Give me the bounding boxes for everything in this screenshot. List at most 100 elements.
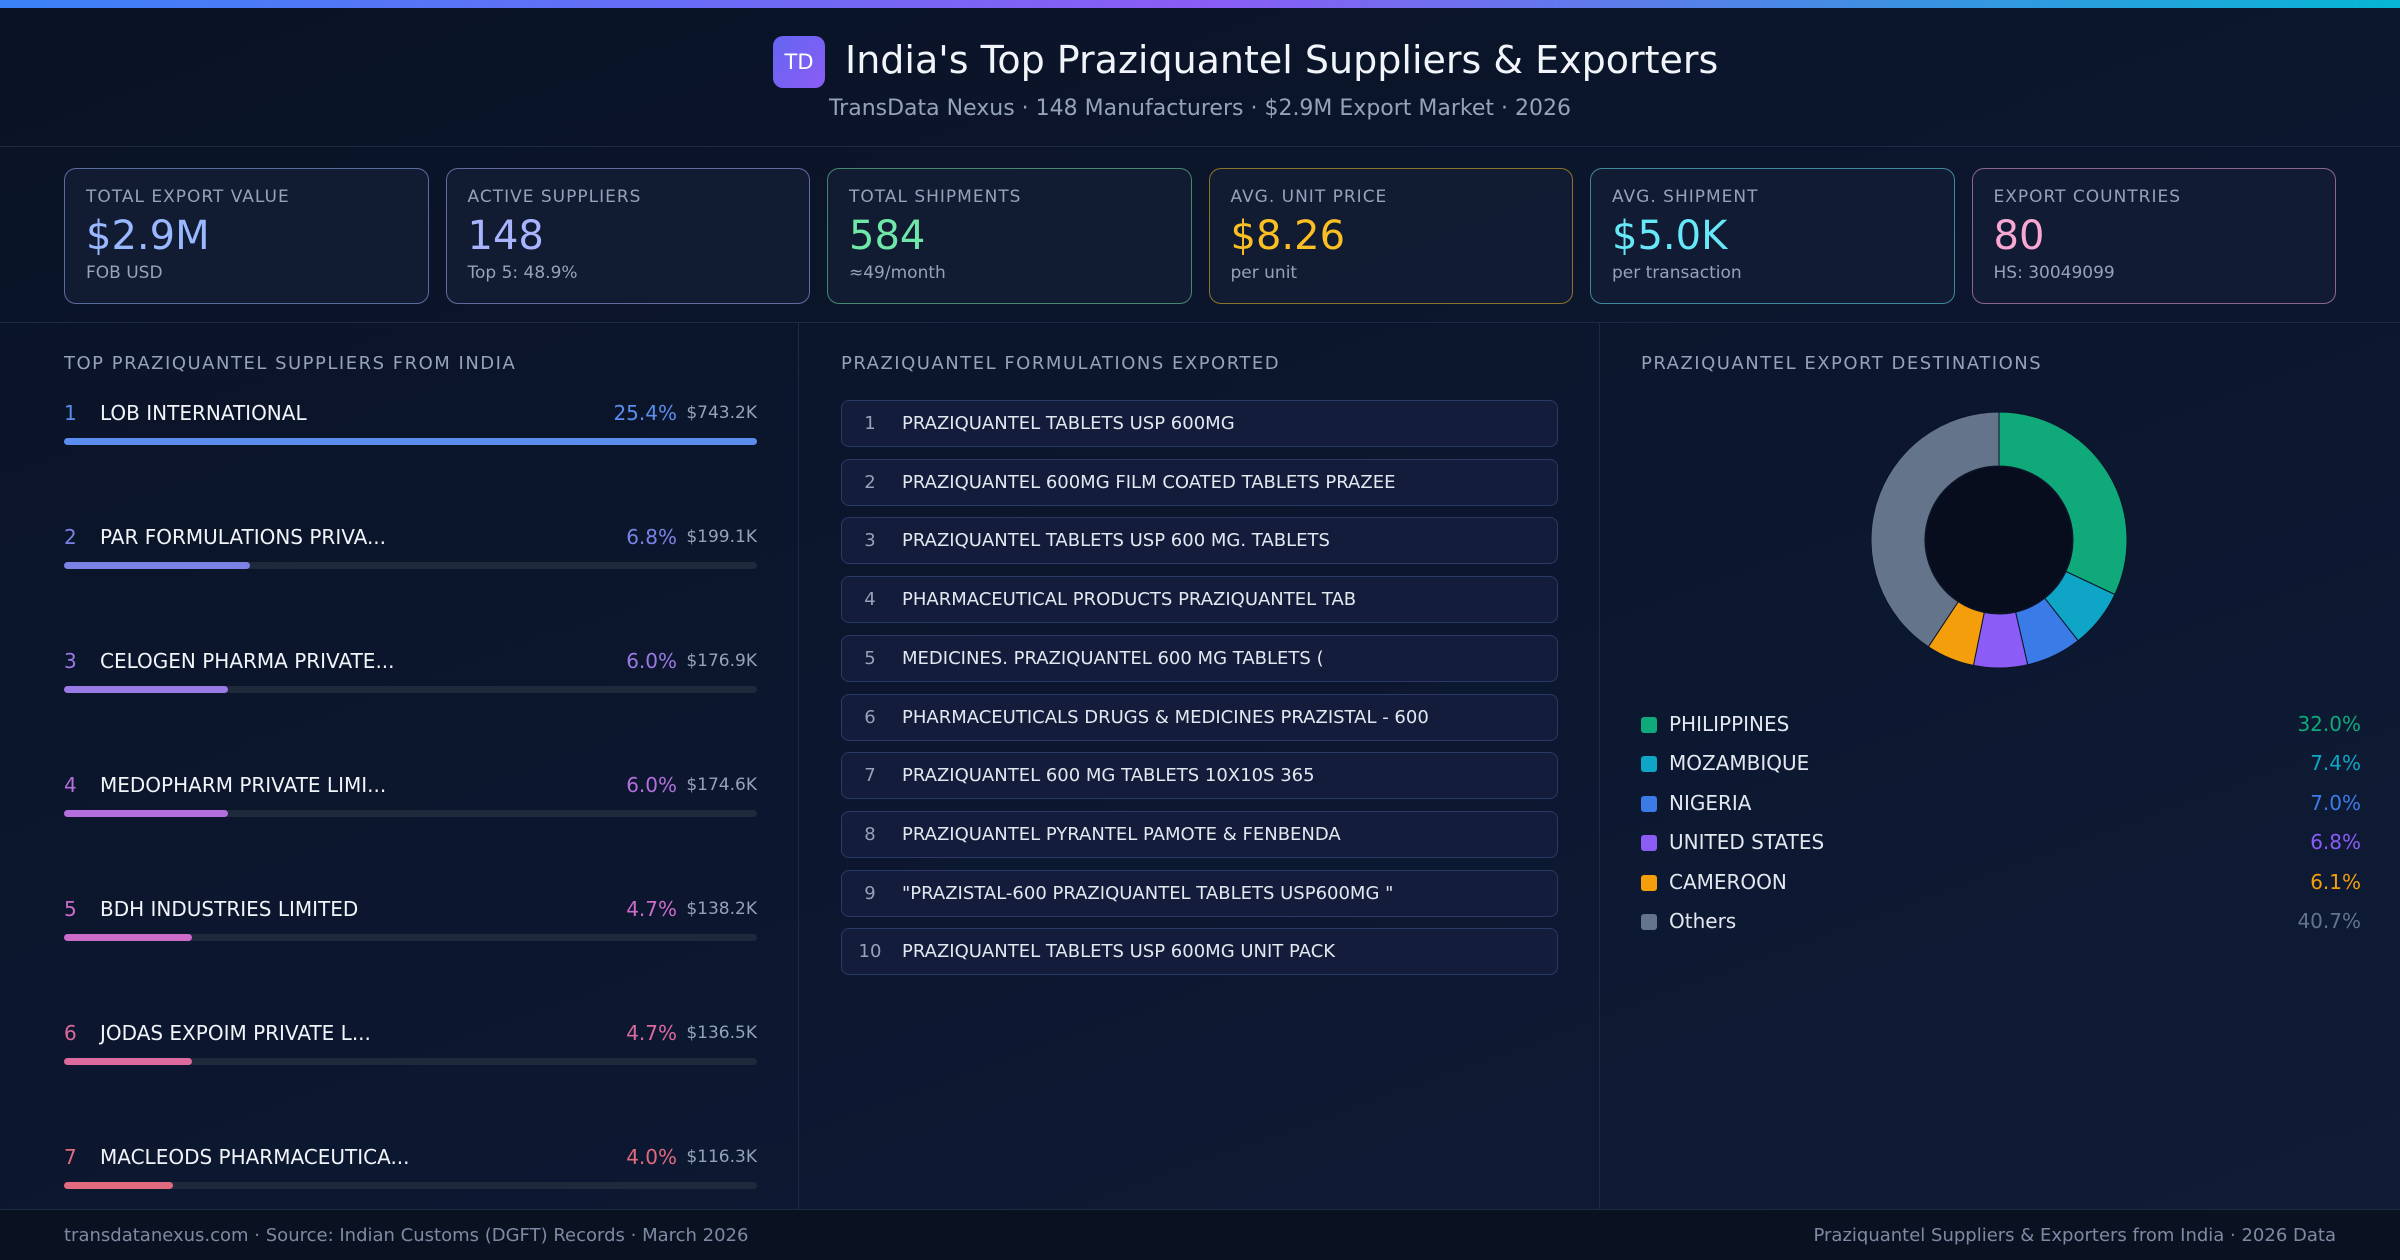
kpi-card: ACTIVE SUPPLIERS 148 Top 5: 48.9% — [445, 168, 810, 304]
legend-name: CAMEROON — [1669, 869, 1787, 894]
kpi-note: ≈49/month — [849, 263, 946, 283]
formulation-item: 2 PRAZIQUANTEL 600MG FILM COATED TABLETS … — [841, 458, 1558, 506]
kpi-label: TOTAL SHIPMENTS — [849, 187, 1022, 207]
formulation-name: PHARMACEUTICALS DRUGS & MEDICINES PRAZIS… — [902, 706, 1429, 728]
kpi-value: 584 — [849, 213, 926, 259]
legend-value: 7.0% — [2310, 790, 2361, 815]
page-title: India's Top Praziquantel Suppliers & Exp… — [845, 38, 1719, 82]
supplier-name: LOB INTERNATIONAL — [100, 401, 307, 425]
bar-track — [64, 438, 757, 445]
formulation-name: PRAZIQUANTEL TABLETS USP 600MG UNIT PACK — [902, 941, 1336, 963]
rank: 4 — [864, 589, 876, 611]
rank: 2 — [64, 525, 77, 549]
export-value: $136.5K — [686, 1023, 757, 1043]
supplier-name: JODAS EXPOIM PRIVATE L... — [100, 1021, 371, 1045]
rank: 8 — [864, 823, 876, 845]
share: 6.0% — [626, 649, 677, 673]
legend-swatch — [1641, 835, 1657, 852]
rank: 6 — [864, 706, 876, 728]
supplier-name: BDH INDUSTRIES LIMITED — [100, 897, 359, 921]
bar — [64, 934, 193, 941]
kpi-card: AVG. SHIPMENT $5.0K per transaction — [1590, 168, 1955, 304]
formulation-item: 9 "PRAZISTAL-600 PRAZIQUANTEL TABLETS USP… — [841, 869, 1558, 917]
divider — [0, 322, 2400, 323]
legend-name: MOZAMBIQUE — [1669, 751, 1810, 776]
bar — [64, 810, 228, 817]
share: 4.7% — [626, 897, 677, 921]
legend-name: NIGERIA — [1669, 790, 1752, 815]
legend-row: MOZAMBIQUE 7.4% — [1641, 749, 2361, 779]
subtitle: TransData Nexus · 148 Manufacturers · $2… — [828, 96, 1572, 121]
legend-swatch — [1641, 756, 1657, 773]
footer-note: Praziquantel Suppliers & Exporters from … — [1813, 1225, 2336, 1246]
export-value: $116.3K — [686, 1147, 757, 1167]
formulation-item: 10 PRAZIQUANTEL TABLETS USP 600MG UNIT PA… — [841, 928, 1558, 976]
kpi-note: per unit — [1230, 263, 1298, 283]
legend-swatch — [1641, 874, 1657, 891]
export-value: $199.1K — [686, 527, 757, 547]
rank: 9 — [864, 882, 876, 904]
share: 6.0% — [626, 773, 677, 797]
supplier-row: 4 MEDOPHARM PRIVATE LIMI... 6.0% $174.6K — [64, 773, 757, 817]
kpi-label: ACTIVE SUPPLIERS — [467, 187, 642, 207]
bar — [64, 686, 228, 693]
supplier-row: 6 JODAS EXPOIM PRIVATE L... 4.7% $136.5K — [64, 1021, 757, 1065]
formulation-item: 7 PRAZIQUANTEL 600 MG TABLETS 10X10S 365 — [841, 752, 1558, 800]
kpi-value: 148 — [467, 213, 544, 259]
supplier-row: 7 MACLEODS PHARMACEUTICA... 4.0% $116.3K — [64, 1145, 757, 1189]
kpi-value: $2.9M — [86, 213, 210, 259]
legend-row: CAMEROON 6.1% — [1641, 868, 2361, 898]
share: 4.7% — [626, 1021, 677, 1045]
donut-chart — [1870, 411, 2128, 669]
rank: 1 — [64, 401, 77, 425]
formulation-name: PRAZIQUANTEL 600MG FILM COATED TABLETS P… — [902, 471, 1396, 493]
legend-row: NIGERIA 7.0% — [1641, 789, 2361, 819]
kpi-label: EXPORT COUNTRIES — [1993, 187, 2182, 207]
legend-value: 6.8% — [2310, 830, 2361, 855]
logo: TD — [773, 36, 825, 88]
kpi-value: 80 — [1993, 213, 2045, 259]
formulation-name: MEDICINES. PRAZIQUANTEL 600 MG TABLETS ( — [902, 647, 1324, 669]
header: TD India's Top Praziquantel Suppliers & … — [0, 8, 2400, 147]
bar — [64, 1182, 174, 1189]
supplier-row: 3 CELOGEN PHARMA PRIVATE... 6.0% $176.9K — [64, 649, 757, 693]
export-value: $176.9K — [686, 651, 757, 671]
kpi-label: AVG. UNIT PRICE — [1230, 187, 1388, 207]
rank: 3 — [864, 530, 876, 552]
legend-swatch — [1641, 795, 1657, 812]
formulation-name: PRAZIQUANTEL 600 MG TABLETS 10X10S 365 — [902, 765, 1315, 787]
supplier-row: 1 LOB INTERNATIONAL 25.4% $743.2K — [64, 401, 757, 445]
rank: 5 — [864, 647, 876, 669]
export-value: $743.2K — [686, 403, 757, 423]
legend-row: UNITED STATES 6.8% — [1641, 828, 2361, 858]
kpi-label: AVG. SHIPMENT — [1612, 187, 1759, 207]
legend-value: 40.7% — [2297, 909, 2361, 933]
export-value: $138.2K — [686, 899, 757, 919]
legend-row: PHILIPPINES 32.0% — [1641, 710, 2361, 740]
supplier-name: MEDOPHARM PRIVATE LIMI... — [100, 773, 387, 797]
bar-track — [64, 1058, 757, 1065]
rank: 7 — [64, 1145, 77, 1169]
bar-track — [64, 934, 757, 941]
rank: 4 — [64, 773, 77, 797]
legend-swatch — [1641, 914, 1657, 930]
formulation-name: PHARMACEUTICAL PRODUCTS PRAZIQUANTEL TAB — [902, 589, 1357, 611]
kpi-note: per transaction — [1612, 263, 1742, 283]
section-title: PRAZIQUANTEL FORMULATIONS EXPORTED — [841, 353, 1281, 374]
formulation-item: 4 PHARMACEUTICAL PRODUCTS PRAZIQUANTEL TA… — [841, 576, 1558, 624]
kpi-note: Top 5: 48.9% — [467, 263, 578, 283]
bar — [64, 438, 757, 445]
kpi-value: $8.26 — [1230, 213, 1346, 259]
rank: 3 — [64, 649, 77, 673]
kpi-row: TOTAL EXPORT VALUE $2.9M FOB USD ACTIVE SUP… — [64, 168, 2336, 304]
kpi-label: TOTAL EXPORT VALUE — [86, 187, 290, 207]
rank: 5 — [64, 897, 77, 921]
legend-row: Others 40.7% — [1641, 907, 2361, 937]
kpi-card: EXPORT COUNTRIES 80 HS: 30049099 — [1971, 168, 2336, 304]
formulation-name: "PRAZISTAL-600 PRAZIQUANTEL TABLETS USP6… — [902, 882, 1394, 904]
supplier-name: MACLEODS PHARMACEUTICA... — [100, 1145, 410, 1169]
formulation-item: 5 MEDICINES. PRAZIQUANTEL 600 MG TABLETS … — [841, 634, 1558, 682]
